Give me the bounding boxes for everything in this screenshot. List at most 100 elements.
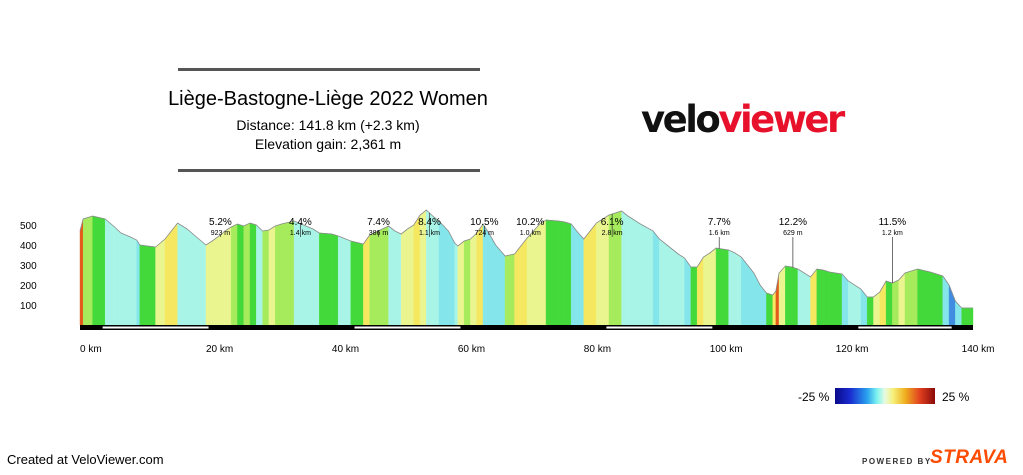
base-strip-marker <box>606 326 713 329</box>
climb-length-label: 1.1 km <box>419 230 440 237</box>
climb-length-label: 2.8 km <box>602 230 623 237</box>
climb-grade-label: 4.4% <box>289 217 312 228</box>
profile-segment <box>904 268 918 326</box>
profile-segment <box>489 233 496 326</box>
profile-segment <box>898 272 906 326</box>
profile-segment <box>885 280 893 326</box>
profile-segment <box>454 242 459 326</box>
profile-segment <box>747 264 755 326</box>
profile-segment <box>571 223 578 326</box>
profile-segment <box>104 218 115 326</box>
strava-logo: STRAVA <box>930 447 1009 468</box>
profile-segment <box>526 230 534 326</box>
profile-segment <box>608 210 622 326</box>
x-tick-label: 40 km <box>332 344 359 355</box>
climb-grade-label: 11.5% <box>879 217 907 228</box>
climb-length-label: 1.4 km <box>290 230 311 237</box>
profile-segment <box>256 224 263 326</box>
profile-segment <box>186 228 197 326</box>
climb-grade-label: 7.7% <box>708 217 731 228</box>
base-strip-marker <box>102 326 209 329</box>
veloviewer-logo: veloviewer <box>641 98 845 141</box>
x-tick-label: 80 km <box>584 344 611 355</box>
profile-segment <box>303 224 314 326</box>
distance-text: Distance: 141.8 km (+2.3 km) <box>236 117 420 133</box>
profile-segment <box>520 237 528 326</box>
page-title: Liège-Bastogne-Liège 2022 Women <box>168 88 488 110</box>
profile-segment <box>457 240 465 326</box>
profile-segment <box>797 268 805 326</box>
profile-segment <box>961 307 974 326</box>
profile-segment <box>407 224 414 326</box>
profile-segment <box>722 248 729 326</box>
profile-segment <box>734 252 742 326</box>
profile-segment <box>312 228 320 326</box>
profile-segment <box>205 240 213 326</box>
profile-outline <box>79 209 973 309</box>
profile-segment <box>659 238 673 326</box>
climb-grade-label: 10.5% <box>470 217 498 228</box>
profile-segment <box>785 265 792 326</box>
profile-segment <box>867 296 874 326</box>
profile-segment <box>772 290 777 326</box>
climb-length-label: 386 m <box>369 230 389 237</box>
base-strip-marker <box>858 326 952 329</box>
profile-segment <box>237 223 244 326</box>
base-strip-marker <box>354 326 461 329</box>
profile-segment <box>671 248 679 326</box>
profile-segment <box>829 271 843 326</box>
y-tick-label: 300 <box>20 261 37 272</box>
climb-grade-label: 8.4% <box>418 217 441 228</box>
profile-segment <box>338 235 351 326</box>
climb-length-label: 923 m <box>211 230 231 237</box>
climb-length-label: 1.2 km <box>882 230 903 237</box>
profile-segment <box>136 239 141 326</box>
profile-segment <box>196 236 207 326</box>
powered-by-text: POWERED BY <box>862 457 932 466</box>
profile-segment <box>212 233 222 326</box>
y-tick-label: 400 <box>20 241 37 252</box>
profile-segment <box>892 279 899 326</box>
profile-segment <box>388 225 396 326</box>
x-tick-label: 0 km <box>80 344 102 355</box>
legend-max-label: 25 % <box>942 390 970 404</box>
profile-segment <box>262 229 270 326</box>
profile-segment <box>514 245 522 326</box>
climb-length-label: 1.6 km <box>709 230 730 237</box>
profile-segment <box>243 222 251 326</box>
climb-grade-label: 12.2% <box>779 217 807 228</box>
profile-segment <box>929 271 943 326</box>
profile-segment <box>275 223 282 326</box>
profile-segment <box>476 223 484 326</box>
profile-segment <box>495 244 506 326</box>
profile-segment <box>369 228 383 326</box>
profile-segment <box>640 223 654 326</box>
profile-segment <box>948 284 956 326</box>
profile-segment <box>177 222 188 326</box>
profile-segment <box>249 222 257 326</box>
profile-segment <box>558 220 566 326</box>
profile-segment <box>684 257 692 326</box>
profile-segment <box>696 256 704 326</box>
climb-grade-label: 7.4% <box>367 217 390 228</box>
profile-segment <box>715 247 723 326</box>
y-tick-label: 500 <box>20 221 37 232</box>
profile-segment <box>82 215 93 326</box>
profile-segment <box>703 252 710 326</box>
profile-segment <box>533 223 540 326</box>
created-at-text: Created at VeloViewer.com <box>7 452 164 467</box>
profile-segment <box>778 265 786 326</box>
climb-grade-label: 10.2% <box>516 217 544 228</box>
profile-segment <box>690 266 698 326</box>
profile-segment <box>917 268 931 326</box>
profile-segment <box>382 225 389 326</box>
profile-segment <box>822 269 830 326</box>
profile-segment <box>400 228 408 326</box>
profile-segment <box>120 232 131 326</box>
profile-segment <box>741 256 748 326</box>
bottom-rule <box>178 169 480 172</box>
profile-segment <box>577 231 585 326</box>
profile-segment <box>130 236 137 326</box>
elevation-profile-chart: 100 200 300 400 500 0 km 20 km 40 km 60 km 80 km 1… <box>20 209 994 355</box>
climb-grade-label: 5.2% <box>209 217 232 228</box>
